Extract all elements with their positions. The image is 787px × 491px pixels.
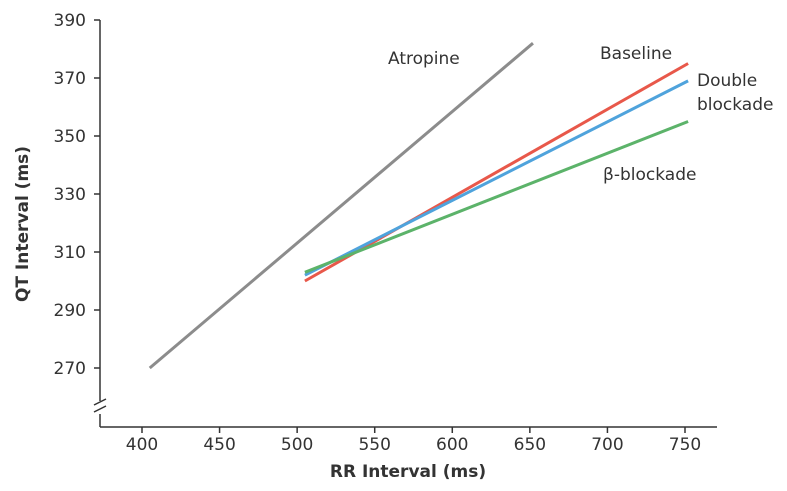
axes: [93, 20, 717, 428]
y-axis-title: QT Interval (ms): [13, 146, 33, 302]
x-tick-label: 450: [203, 435, 235, 455]
series-line-0: [148, 42, 534, 370]
series-line-1: [304, 62, 689, 283]
y-tick-label: 390: [54, 11, 86, 31]
x-tick-label: 500: [281, 435, 313, 455]
series-label-1: Baseline: [600, 44, 672, 64]
y-tick-label: 310: [54, 243, 86, 263]
x-ticks: 400 450 500 550 600 650 700 750: [126, 427, 701, 455]
series-line-3: [304, 120, 689, 274]
series-labels: Atropine Baseline Double blockade β-blockade: [388, 44, 773, 185]
y-tick-label: 350: [54, 127, 86, 147]
y-tick-label: 270: [54, 359, 86, 379]
x-tick-label: 550: [358, 435, 390, 455]
x-tick-label: 650: [514, 435, 546, 455]
y-tick-label: 290: [54, 301, 86, 321]
y-tick-label: 370: [54, 69, 86, 89]
x-tick-label: 400: [126, 435, 158, 455]
x-tick-label: 600: [436, 435, 468, 455]
series-line-2: [304, 79, 689, 277]
series-label-0: Atropine: [388, 49, 460, 69]
y-axis-break: [93, 398, 107, 413]
x-tick-label: 700: [591, 435, 623, 455]
x-tick-label: 750: [669, 435, 701, 455]
series-lines: [148, 42, 689, 370]
x-axis-title: RR Interval (ms): [330, 462, 486, 482]
y-tick-label: 330: [54, 185, 86, 205]
y-ticks: 270 290 310 330 350 370 390: [54, 11, 100, 379]
series-label-3: β-blockade: [603, 165, 696, 185]
series-label-2: Double blockade: [697, 71, 773, 115]
